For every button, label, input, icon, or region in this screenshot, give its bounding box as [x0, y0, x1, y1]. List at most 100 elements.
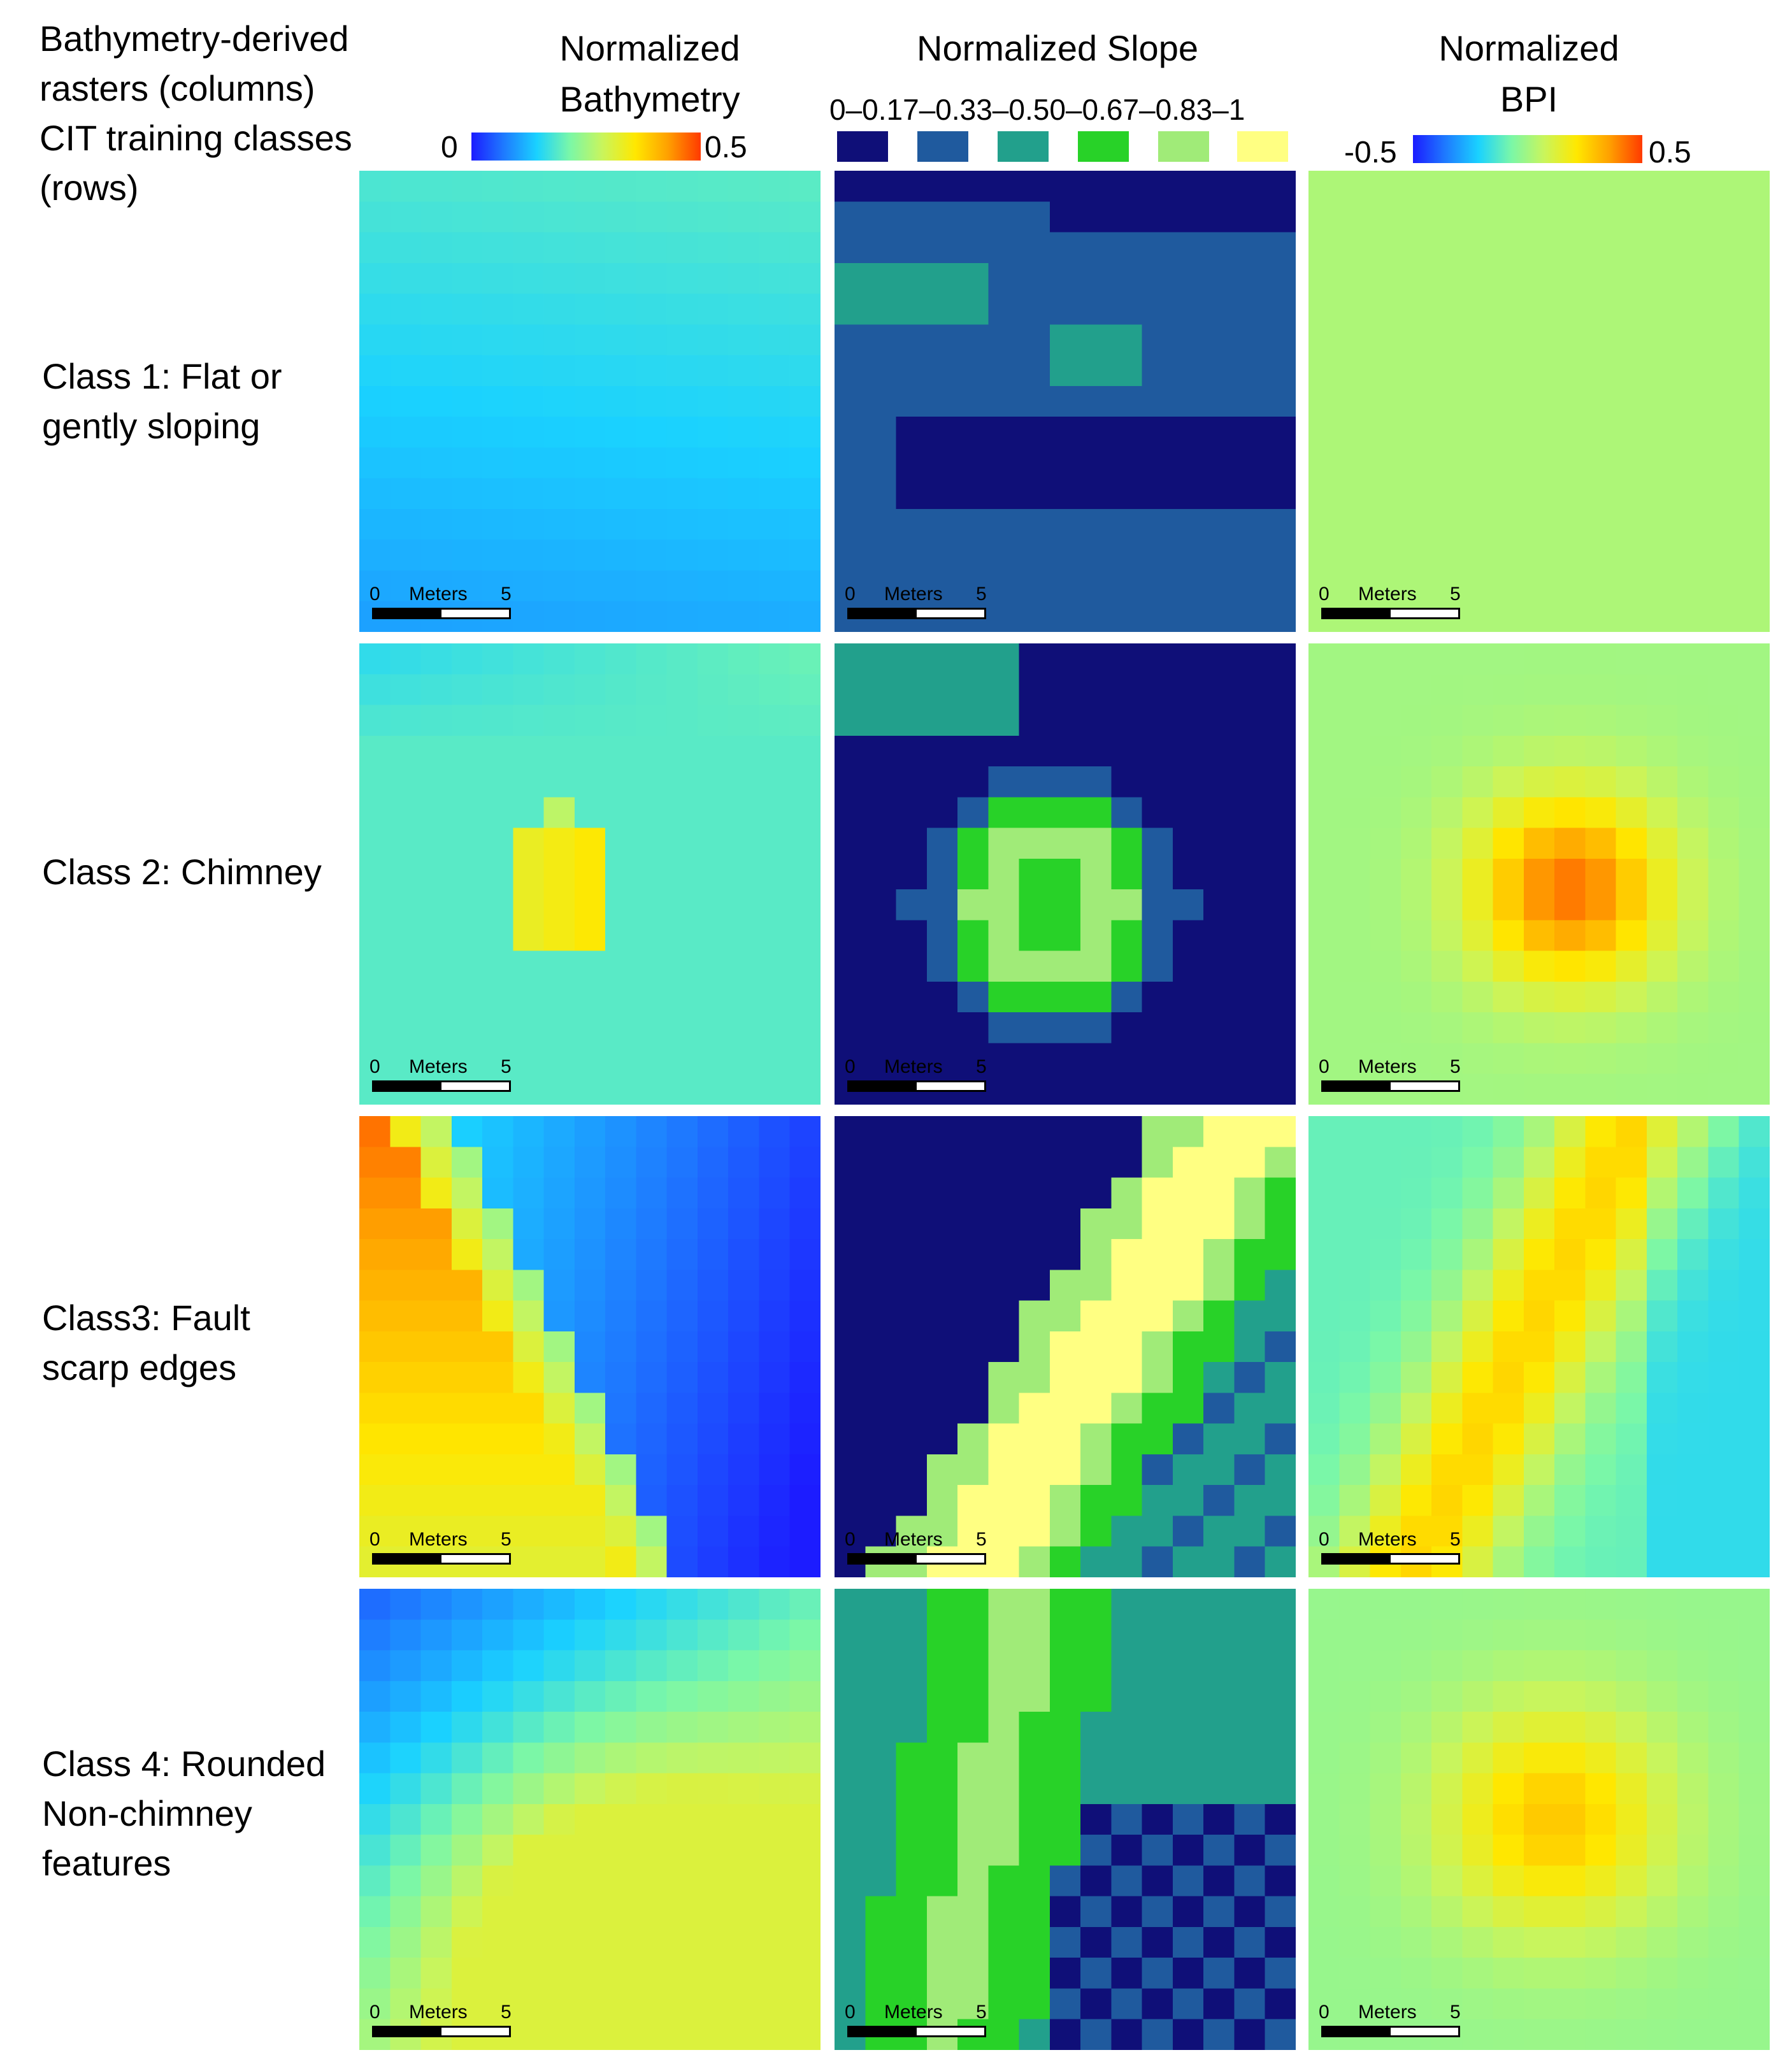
- raster-cell: [1080, 797, 1112, 829]
- raster-cell: [1265, 1803, 1296, 1835]
- scale-bar-unit: Meters: [1358, 1056, 1417, 1077]
- raster-cell: [1019, 1803, 1050, 1835]
- raster-cell: [1172, 1393, 1204, 1424]
- raster-cell: [1493, 1712, 1524, 1743]
- raster-cell: [1616, 1270, 1647, 1301]
- raster-cell: [1111, 1650, 1143, 1682]
- raster-cell: [1111, 355, 1143, 387]
- raster-cell: [666, 1454, 698, 1486]
- raster-cell: [543, 1865, 575, 1897]
- raster-cell: [865, 1012, 897, 1044]
- raster-cell: [1080, 1393, 1112, 1424]
- raster-cell: [728, 570, 760, 602]
- raster-cell: [789, 570, 821, 602]
- raster-cell: [1585, 478, 1617, 510]
- raster-cell: [789, 201, 821, 233]
- raster-cell: [759, 1546, 791, 1577]
- raster-cell: [359, 417, 391, 448]
- raster-cell: [1049, 1712, 1081, 1743]
- raster-cell: [988, 950, 1020, 982]
- raster-cell: [666, 232, 698, 264]
- raster-cell: [359, 1362, 391, 1393]
- raster-cell: [789, 1650, 821, 1682]
- raster-cell: [1370, 1208, 1401, 1240]
- raster-cell: [1554, 355, 1586, 387]
- raster-cell: [451, 981, 483, 1013]
- raster-cell: [1431, 1650, 1463, 1682]
- raster-cell: [482, 1742, 513, 1774]
- raster-cell: [1462, 355, 1494, 387]
- raster-cell: [759, 950, 791, 982]
- raster-cell: [1080, 540, 1112, 571]
- raster-cell: [988, 1331, 1020, 1363]
- raster-cell: [1265, 981, 1296, 1013]
- raster-cell: [865, 1362, 897, 1393]
- raster-cell: [1616, 601, 1647, 632]
- raster-cell: [1616, 1773, 1647, 1805]
- raster-cell: [1646, 797, 1678, 829]
- raster-cell: [1708, 1073, 1740, 1105]
- raster-cell: [1203, 766, 1235, 798]
- raster-cell: [1646, 1681, 1678, 1712]
- raster-cell: [1111, 1116, 1143, 1147]
- raster-cell: [1708, 294, 1740, 325]
- raster-cell: [1554, 478, 1586, 510]
- raster-cell: [988, 1300, 1020, 1332]
- raster-cell: [789, 1362, 821, 1393]
- raster-cell: [1308, 889, 1340, 921]
- raster-cell: [835, 1835, 866, 1866]
- raster-cell: [1234, 1331, 1266, 1363]
- raster-cell: [543, 262, 575, 294]
- raster-cell: [1431, 355, 1463, 387]
- raster-cell: [666, 1681, 698, 1712]
- raster-cell: [835, 1958, 866, 1989]
- raster-cell: [926, 1926, 958, 1958]
- raster-cell: [1400, 294, 1432, 325]
- raster-cell: [1738, 417, 1770, 448]
- raster-cell: [957, 1865, 989, 1897]
- raster-cell: [1172, 797, 1204, 829]
- raster-cell: [420, 570, 452, 602]
- raster-cell: [1616, 262, 1647, 294]
- raster-cell: [574, 201, 606, 233]
- raster-cell: [1400, 324, 1432, 356]
- raster-cell: [1462, 417, 1494, 448]
- raster-cell: [1339, 417, 1371, 448]
- raster-cell: [1019, 735, 1050, 767]
- raster-cell: [957, 355, 989, 387]
- raster-cell: [728, 981, 760, 1013]
- raster-cell: [926, 1116, 958, 1147]
- raster-cell: [1708, 920, 1740, 952]
- raster-cell: [482, 570, 513, 602]
- raster-cell: [636, 1988, 668, 2020]
- raster-cell: [1370, 262, 1401, 294]
- raster-cell: [1400, 1742, 1432, 1774]
- raster-cell: [605, 1516, 636, 1547]
- raster-cell: [865, 1454, 897, 1486]
- raster-cell: [1554, 766, 1586, 798]
- raster-cell: [1172, 1073, 1204, 1105]
- raster-cell: [666, 508, 698, 540]
- raster-cell: [1142, 981, 1173, 1013]
- raster-cell: [574, 1865, 606, 1897]
- raster-cell: [1738, 1516, 1770, 1547]
- raster-cell: [1677, 355, 1709, 387]
- raster-cell: [605, 355, 636, 387]
- raster-cell: [451, 1803, 483, 1835]
- raster-cell: [543, 1454, 575, 1486]
- raster-cell: [1585, 1208, 1617, 1240]
- raster-cell: [1554, 1619, 1586, 1651]
- raster-cell: [926, 828, 958, 859]
- raster-cell: [666, 570, 698, 602]
- raster-cell: [1370, 1926, 1401, 1958]
- raster-cell: [1462, 1270, 1494, 1301]
- raster-cell: [574, 1742, 606, 1774]
- raster-cell: [1708, 1116, 1740, 1147]
- raster-cell: [420, 735, 452, 767]
- raster-cell: [988, 447, 1020, 479]
- raster-cell: [1523, 1712, 1555, 1743]
- raster-cell: [1265, 1393, 1296, 1424]
- raster-cell: [1172, 1331, 1204, 1363]
- raster-cell: [605, 1773, 636, 1805]
- raster-cell: [1523, 1742, 1555, 1774]
